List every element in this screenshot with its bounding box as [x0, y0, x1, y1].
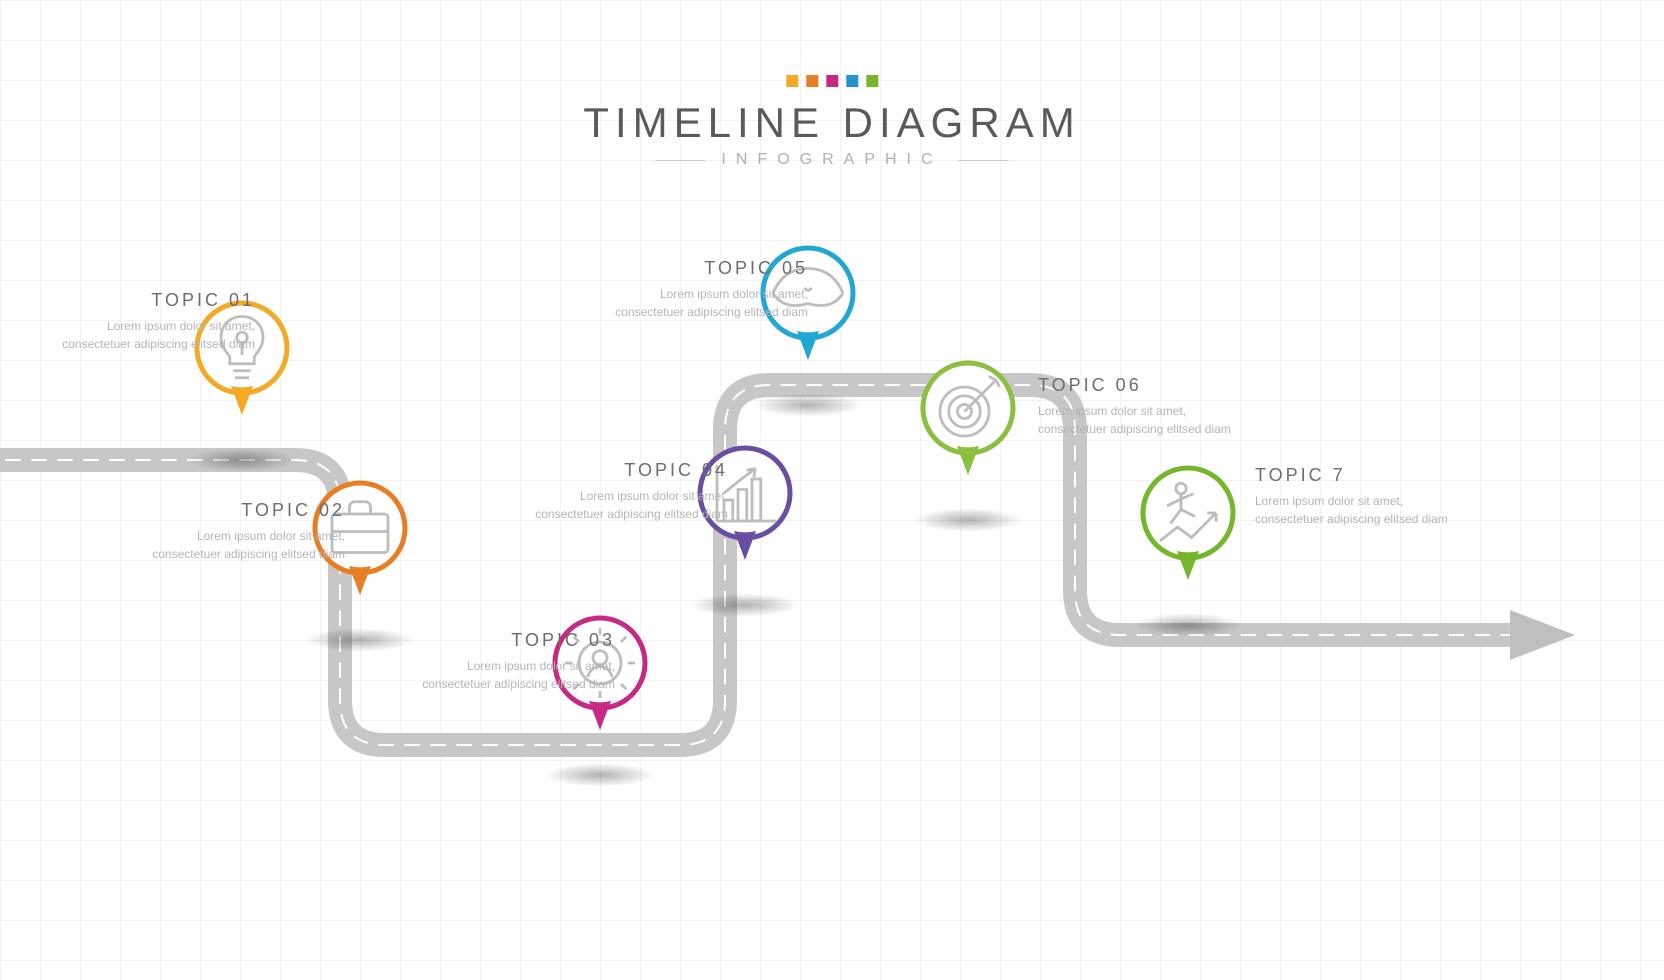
- map-pin-topic-7: [1140, 465, 1236, 585]
- topic-title: TOPIC 06: [1038, 375, 1238, 396]
- topic-block-2: TOPIC 02 Lorem ipsum dolor sit amet, cons…: [145, 500, 345, 563]
- header: TIMELINE DIAGRAM INFOGRAPHIC: [583, 75, 1080, 169]
- topic-title: TOPIC 01: [55, 290, 255, 311]
- runner-up-icon: [1146, 471, 1230, 555]
- pin-shadow: [1133, 613, 1243, 637]
- topic-body: Lorem ipsum dolor sit amet, consectetuer…: [608, 285, 808, 321]
- topic-title: TOPIC 7: [1255, 465, 1455, 486]
- road-path: [0, 385, 1520, 745]
- pin-shadow: [690, 593, 800, 617]
- topic-block-5: TOPIC 05 Lorem ipsum dolor sit amet, cons…: [608, 258, 808, 321]
- pin-shadow: [913, 508, 1023, 532]
- pin-shadow: [305, 628, 415, 652]
- accent-dot: [846, 75, 858, 87]
- topic-body: Lorem ipsum dolor sit amet, consectetuer…: [145, 527, 345, 563]
- topic-block-7: TOPIC 7 Lorem ipsum dolor sit amet, conse…: [1255, 465, 1455, 528]
- pin-shadow: [545, 763, 655, 787]
- subtitle-row: INFOGRAPHIC: [583, 151, 1080, 169]
- topic-title: TOPIC 05: [608, 258, 808, 279]
- divider-line: [655, 160, 705, 161]
- topic-title: TOPIC 04: [528, 460, 728, 481]
- road-centerline: [0, 385, 1520, 745]
- subtitle: INFOGRAPHIC: [721, 151, 942, 169]
- target-icon: [926, 366, 1010, 450]
- map-pin-topic-6: [920, 360, 1016, 480]
- topic-body: Lorem ipsum dolor sit amet, consectetuer…: [1255, 492, 1455, 528]
- topic-body: Lorem ipsum dolor sit amet, consectetuer…: [1038, 402, 1238, 438]
- topic-body: Lorem ipsum dolor sit amet, consectetuer…: [55, 317, 255, 353]
- accent-dot: [806, 75, 818, 87]
- topic-block-3: TOPIC 03 Lorem ipsum dolor sit amet, cons…: [415, 630, 615, 693]
- accent-dot: [826, 75, 838, 87]
- topic-block-6: TOPIC 06 Lorem ipsum dolor sit amet, cons…: [1038, 375, 1238, 438]
- topic-title: TOPIC 03: [415, 630, 615, 651]
- accent-dot: [866, 75, 878, 87]
- topic-body: Lorem ipsum dolor sit amet, consectetuer…: [415, 657, 615, 693]
- pin-shadow: [187, 448, 297, 472]
- divider-line: [959, 160, 1009, 161]
- topic-title: TOPIC 02: [145, 500, 345, 521]
- pin-shadow: [753, 393, 863, 417]
- topic-block-1: TOPIC 01 Lorem ipsum dolor sit amet, cons…: [55, 290, 255, 353]
- accent-dots: [583, 75, 1080, 87]
- accent-dot: [786, 75, 798, 87]
- road-arrowhead: [1510, 610, 1575, 660]
- topic-body: Lorem ipsum dolor sit amet, consectetuer…: [528, 487, 728, 523]
- main-title: TIMELINE DIAGRAM: [583, 99, 1080, 147]
- topic-block-4: TOPIC 04 Lorem ipsum dolor sit amet, cons…: [528, 460, 728, 523]
